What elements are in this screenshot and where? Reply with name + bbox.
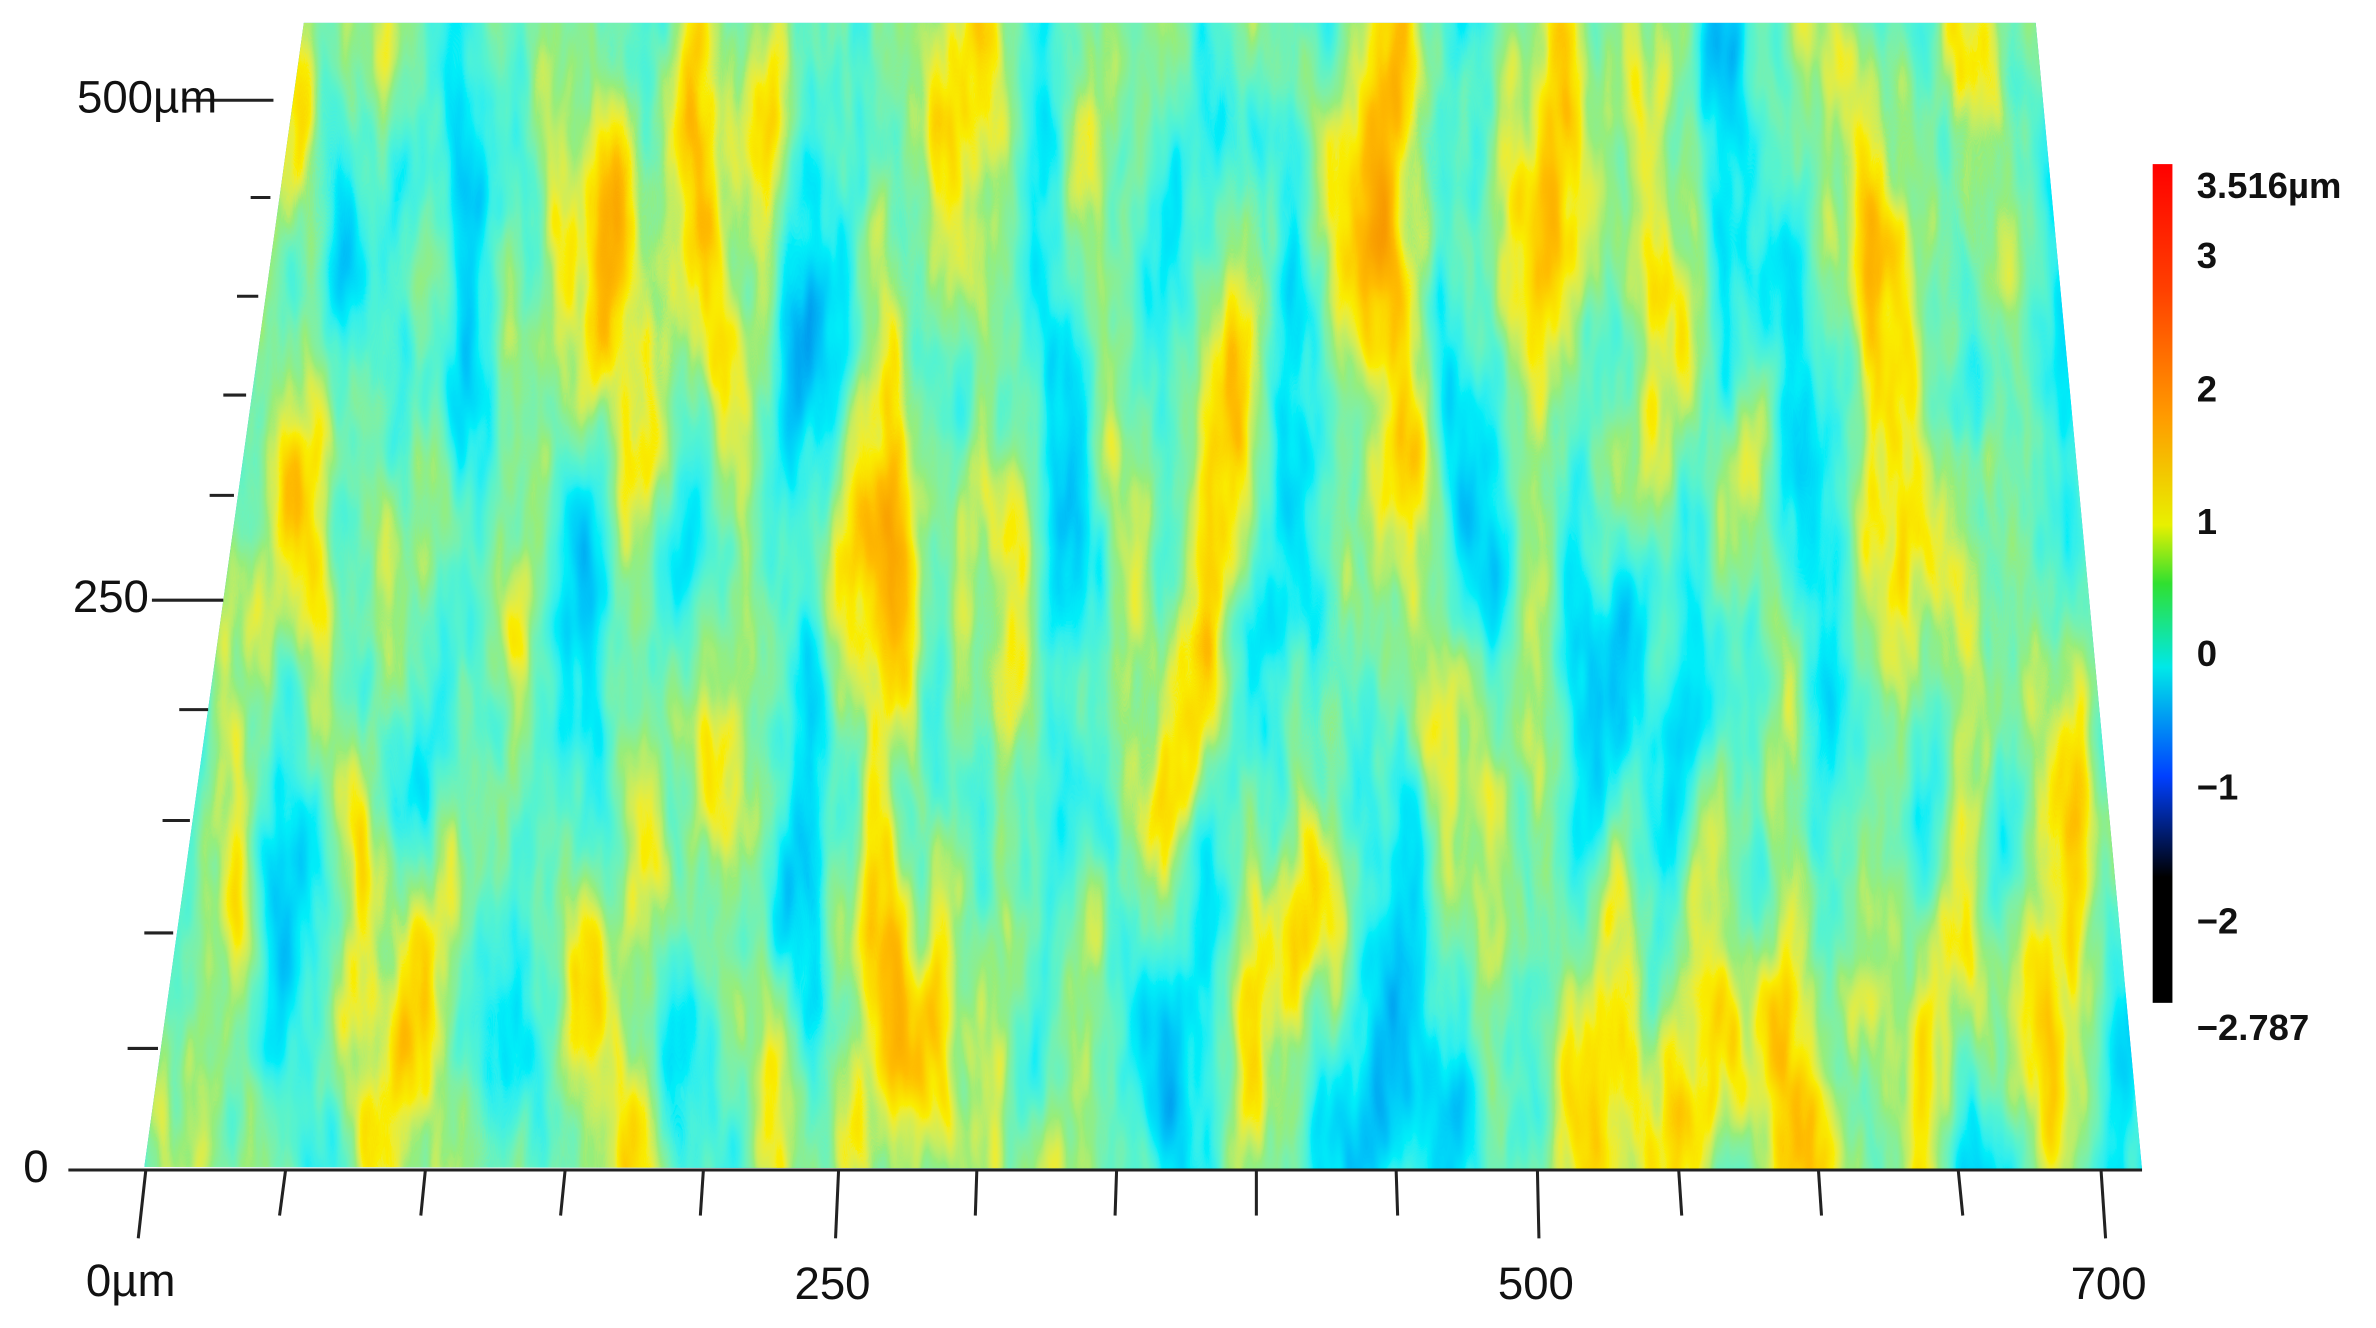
x-tick (1677, 1169, 1684, 1216)
colorbar-label: −1 (2197, 767, 2239, 808)
x-tick-label: 700 (2071, 1258, 2147, 1309)
x-tick (1816, 1169, 1824, 1216)
surface (144, 22, 2143, 1170)
x-tick (1956, 1169, 1965, 1216)
x-tick (419, 1169, 427, 1216)
colorbar-label: 2 (2197, 369, 2217, 410)
colorbar-label: 0 (2197, 633, 2217, 674)
x-tick (1535, 1169, 1541, 1239)
y-tick-label: 250 (73, 571, 149, 622)
x-tick (1394, 1169, 1400, 1216)
colorbar-label: 1 (2197, 501, 2217, 542)
x-tick (973, 1169, 979, 1216)
colorbar-label: −2 (2197, 900, 2239, 941)
y-tick-label: 0 (23, 1141, 48, 1192)
x-tick-label: 500 (1498, 1258, 1574, 1309)
x-tick (559, 1169, 567, 1216)
colorbar: 3.516µm 3 2 1 0 −1 −2 −2.787 (2152, 164, 2342, 1048)
x-tick (1113, 1169, 1119, 1216)
x-tick (698, 1169, 705, 1216)
x-tick (2099, 1169, 2108, 1239)
surface-texture (144, 22, 2143, 1170)
x-tick-label: 250 (794, 1258, 870, 1309)
x-tick (136, 1169, 148, 1239)
colorbar-scale (2152, 164, 2173, 1003)
axes (68, 98, 2143, 1239)
colorbar-label: 3.516µm (2197, 165, 2342, 206)
x-tick (834, 1169, 841, 1239)
colorbar-label: −2.787 (2197, 1007, 2310, 1048)
x-tick-label: 0µm (86, 1255, 176, 1306)
colorbar-label: 3 (2197, 235, 2217, 276)
y-tick-label: 500µm (77, 71, 217, 122)
x-tick (278, 1169, 288, 1216)
